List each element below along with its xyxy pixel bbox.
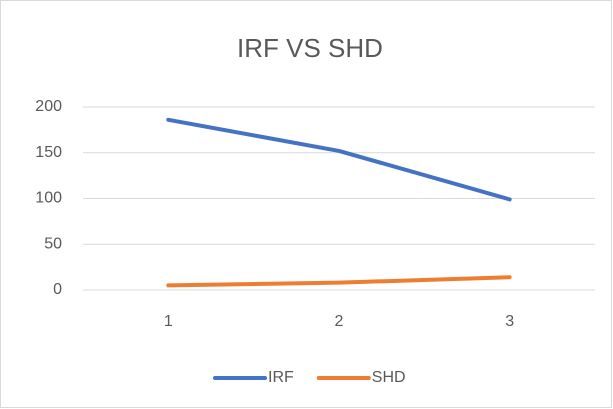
series-line xyxy=(166,117,512,202)
y-tick-label: 200 xyxy=(35,98,62,115)
legend-label: IRF xyxy=(268,369,294,386)
y-tick-label: 0 xyxy=(53,281,62,298)
chart-title: IRF VS SHD xyxy=(237,33,383,63)
x-tick-label: 1 xyxy=(164,313,173,330)
legend-label: SHD xyxy=(372,369,406,386)
y-tick-label: 150 xyxy=(35,144,62,161)
x-tick-label: 3 xyxy=(505,313,514,330)
y-tick-label: 100 xyxy=(35,190,62,207)
y-tick-label: 50 xyxy=(44,235,62,252)
series-line xyxy=(166,275,512,288)
x-tick-label: 2 xyxy=(335,313,344,330)
